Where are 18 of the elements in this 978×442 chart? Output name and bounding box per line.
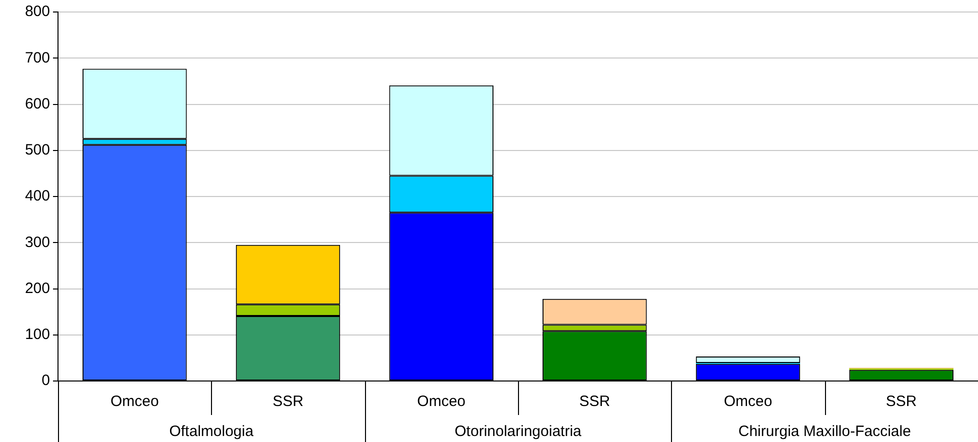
x-tick-label: SSR bbox=[579, 393, 610, 410]
y-tick-label: 500 bbox=[24, 142, 50, 159]
x-tick-label: Omceo bbox=[724, 393, 772, 410]
y-tick-label: 200 bbox=[24, 280, 50, 297]
text: Chirurgia Maxillo-Facciale bbox=[738, 423, 911, 440]
x-tick-label: SSR bbox=[272, 393, 304, 410]
text: Otorinolaringoiatria bbox=[454, 423, 582, 440]
x-tick-label: SSR bbox=[886, 393, 917, 410]
y-tick-label: 800 bbox=[24, 3, 50, 20]
text: Oftalmologia bbox=[169, 423, 254, 440]
y-tick-label: 300 bbox=[24, 234, 50, 251]
y-tick-label: 600 bbox=[24, 95, 50, 112]
y-tick-label: 100 bbox=[24, 326, 50, 344]
x-tick-label: Omceo bbox=[110, 393, 159, 410]
y-tick-label: 0 bbox=[42, 372, 50, 390]
y-tick-label: 700 bbox=[24, 49, 50, 66]
x-tick-label: Omceo bbox=[417, 393, 466, 410]
y-tick-label: 400 bbox=[24, 188, 50, 205]
